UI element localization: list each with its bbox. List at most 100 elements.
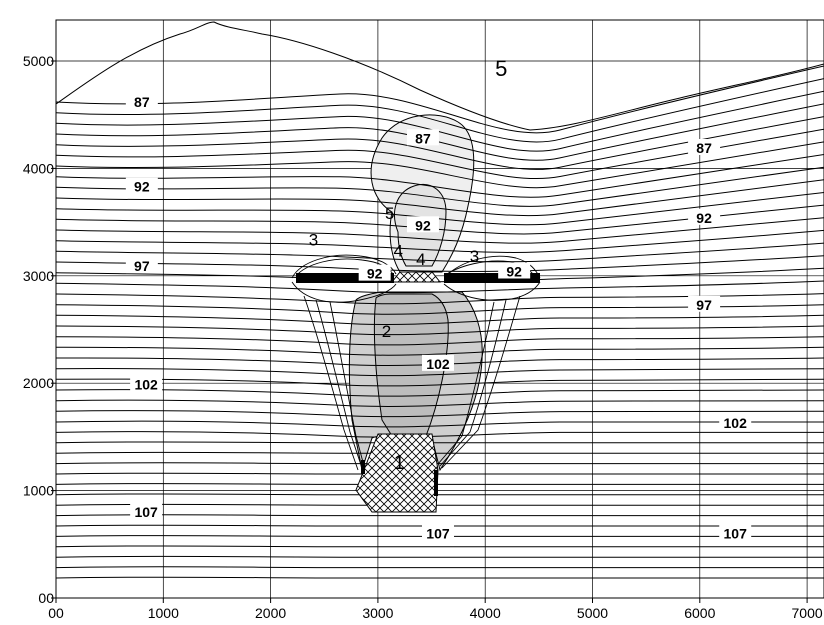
contour-line-20 [56, 314, 824, 326]
contour-line-33 [56, 451, 824, 454]
contour-label-bg-10 [719, 413, 752, 430]
contour-line-43 [56, 555, 824, 558]
x-tick-label: 4000 [470, 605, 501, 621]
contour-line-42 [56, 545, 824, 548]
contour-label-bg-15 [498, 262, 531, 279]
y-tick-label: 1000 [23, 483, 54, 499]
contour-label-bg-0 [125, 92, 158, 109]
contour-line-23 [56, 346, 824, 356]
contour-label: 97 [696, 297, 712, 313]
contour-line-13 [56, 229, 824, 253]
contour-label-bg-7 [688, 295, 721, 312]
contour-lines [56, 21, 824, 579]
contour-line-10 [56, 192, 824, 226]
contour-line-5 [56, 128, 824, 180]
y-tick-label: 00 [38, 590, 54, 606]
contour-line-25 [56, 368, 824, 377]
contour-line-32 [56, 441, 824, 444]
contour-label: 92 [367, 266, 383, 282]
contour-line-31 [56, 431, 824, 438]
zone-label: 5 [495, 56, 507, 81]
contour-line-2 [56, 90, 824, 152]
contour-line-14 [56, 242, 824, 263]
x-tick-label: 7000 [792, 605, 823, 621]
contour-line-36 [56, 483, 824, 485]
contour-line-29 [56, 410, 824, 418]
contour-label: 107 [426, 526, 450, 542]
contour-label: 97 [134, 258, 150, 274]
contour-line-21 [56, 325, 824, 336]
contour-line-44 [56, 566, 824, 569]
contour-label: 92 [696, 210, 712, 226]
contour-label: 102 [134, 376, 158, 392]
contour-line-40 [56, 524, 824, 527]
contour-line-37 [56, 493, 824, 496]
x-tick-label: 3000 [362, 605, 393, 621]
contour-line-18 [56, 293, 824, 305]
hatched-small-block [390, 271, 442, 283]
barrier-left [296, 273, 394, 283]
contour-label-bg-9 [421, 354, 454, 371]
contour-labels: 87 87 87 92 92 92 97 97 102 102 102 107 107 107 92 92 [125, 92, 752, 542]
contour-label-bg-12 [421, 524, 454, 541]
contour-line-28 [56, 399, 824, 407]
contour-line-24 [56, 357, 824, 366]
contour-line-17 [56, 280, 824, 294]
contour-label-bg-6 [125, 257, 158, 274]
contour-line-22 [56, 336, 824, 346]
contour-line-27 [56, 389, 824, 397]
contour-label-bg-11 [130, 503, 163, 520]
contour-line-35 [56, 472, 824, 475]
contour-line-15 [56, 255, 824, 272]
contour-label-bg-2 [688, 138, 721, 155]
contour-line-38 [56, 503, 824, 506]
contour-line-45 [56, 576, 824, 579]
contour-line-30 [56, 420, 824, 428]
contour-label-bg-1 [406, 129, 439, 146]
contour-label-bg-13 [719, 524, 752, 541]
contour-label: 107 [134, 504, 158, 520]
contour-label: 87 [415, 130, 431, 146]
contour-line-9 [56, 179, 824, 217]
contour-line-0 [56, 65, 824, 134]
barrier-right [444, 273, 540, 283]
y-tick-label: 2000 [23, 375, 54, 391]
contour-line-8 [56, 166, 824, 207]
zone-label: 3 [309, 231, 318, 250]
contour-label: 92 [415, 217, 431, 233]
contour-label-bg-14 [358, 264, 391, 281]
contour-line-3 [56, 103, 824, 161]
zone-label: 5 [385, 204, 394, 223]
zone-label: 4 [394, 241, 403, 260]
contour-line-4 [56, 116, 824, 170]
contour-line-11 [56, 204, 824, 235]
y-tick-label: 5000 [23, 53, 54, 69]
contour-line-39 [56, 514, 824, 517]
contour-line-6 [56, 141, 824, 189]
contour-label-bg-3 [125, 177, 158, 194]
contour-line-1 [56, 78, 824, 143]
x-axis-ticks: 00 1000 2000 3000 4000 5000 6000 7000 [48, 598, 823, 621]
zone-label: 2 [382, 322, 391, 341]
contour-line-19 [56, 304, 824, 315]
x-tick-label: 6000 [684, 605, 715, 621]
x-tick-label: 1000 [148, 605, 179, 621]
contour-label: 92 [506, 264, 522, 280]
x-tick-label: 5000 [577, 605, 608, 621]
contour-label: 87 [134, 94, 150, 110]
zone-label: 3 [470, 247, 479, 266]
zone-label: 4 [416, 250, 425, 269]
contour-label: 87 [696, 140, 712, 156]
contour-label-bg-5 [688, 208, 721, 225]
y-tick-label: 3000 [23, 268, 54, 284]
zone-label: 1 [394, 452, 405, 474]
x-tick-label: 2000 [255, 605, 286, 621]
x-tick-label: 00 [48, 605, 64, 621]
top-boundary-line [56, 21, 824, 131]
contour-line-26 [56, 378, 824, 387]
contour-label: 102 [426, 356, 450, 372]
y-tick-label: 4000 [23, 160, 54, 176]
contour-line-34 [56, 462, 824, 465]
contour-line-7 [56, 154, 824, 198]
